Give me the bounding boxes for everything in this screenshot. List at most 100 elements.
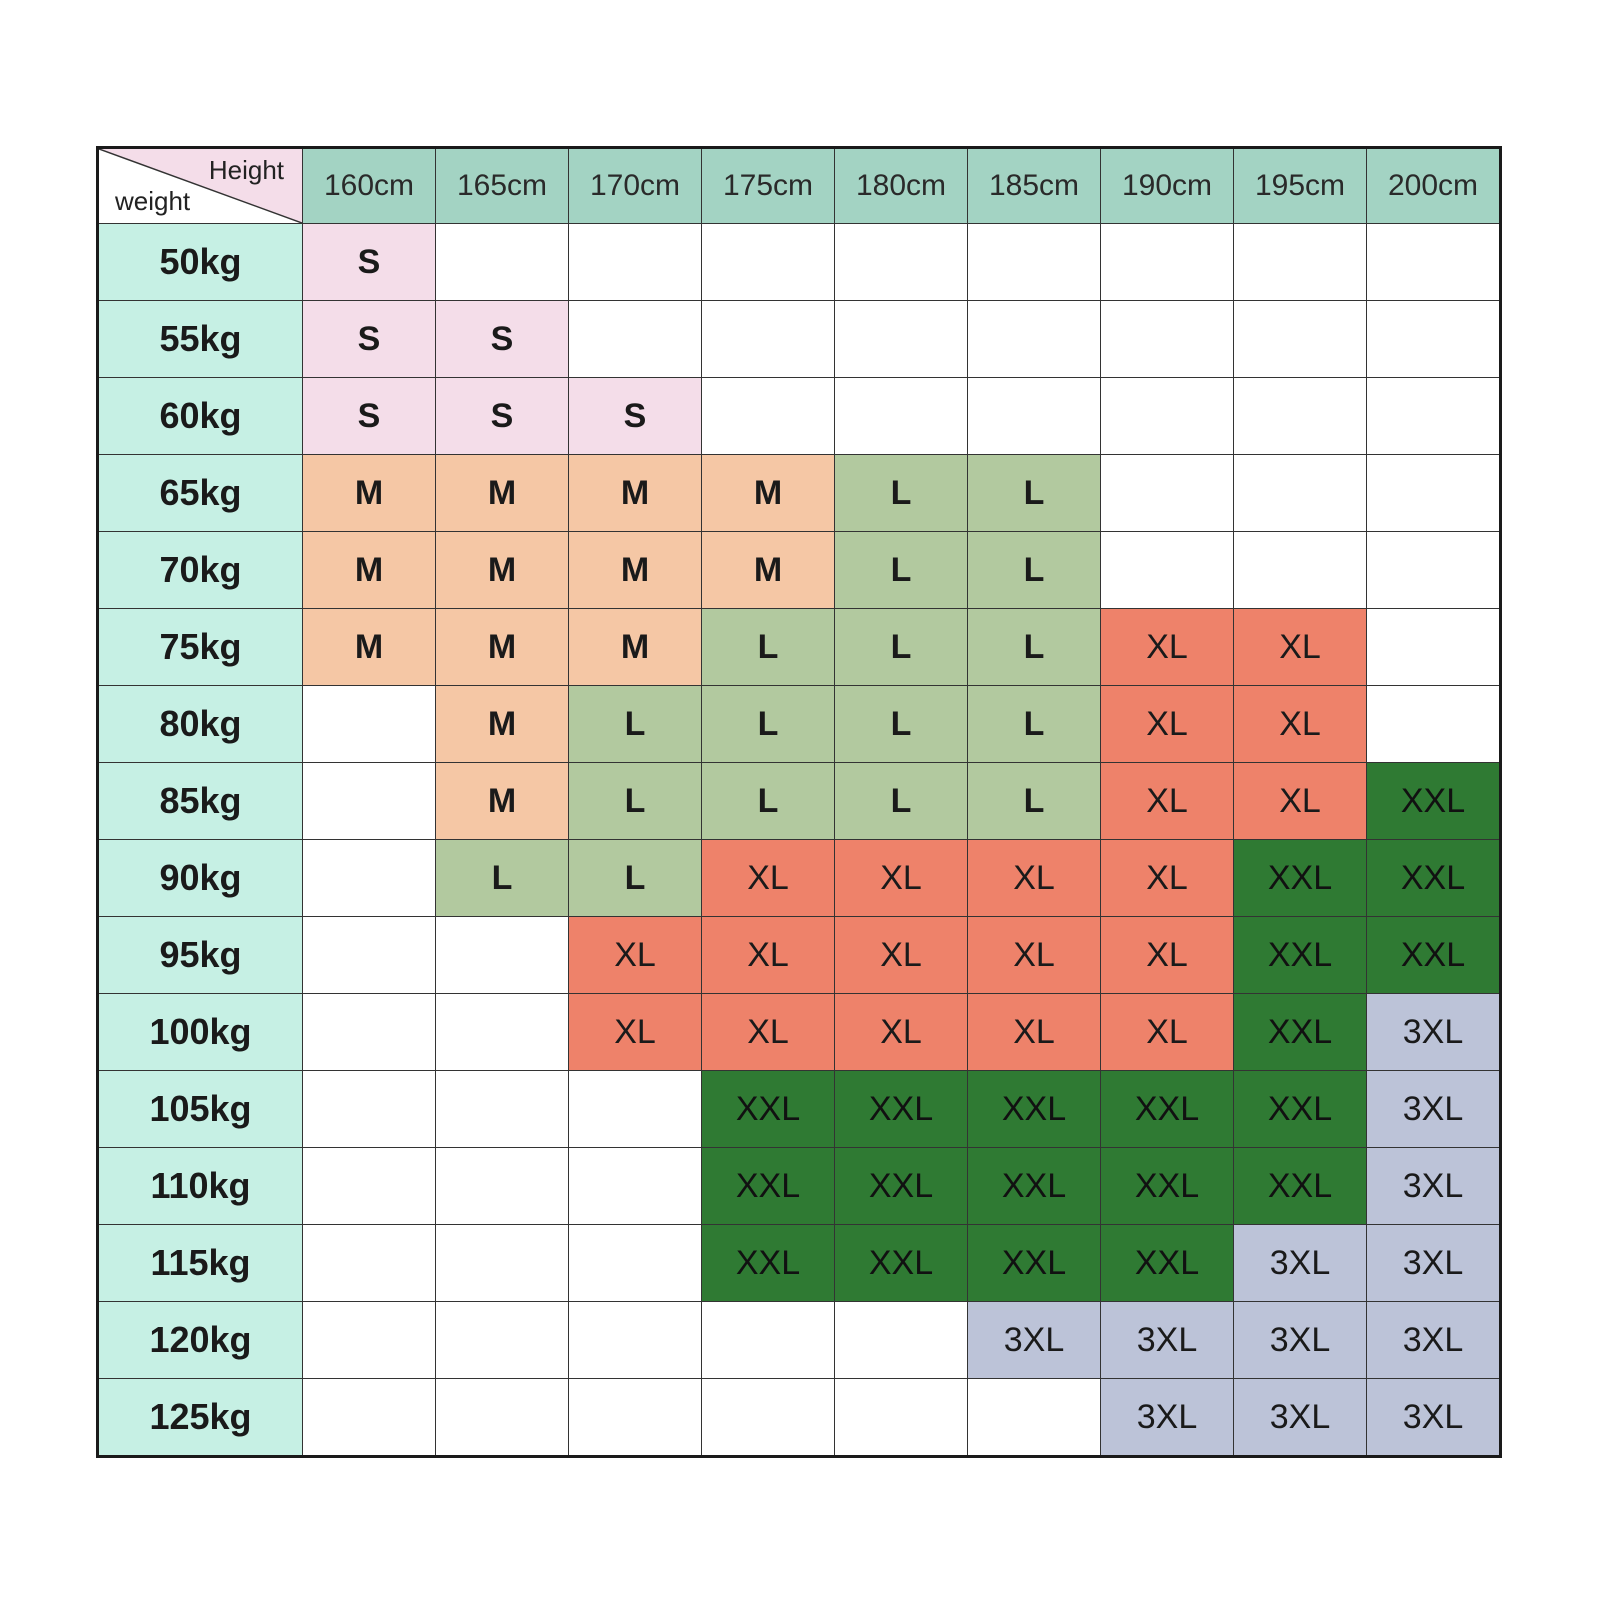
table-row: 50kg S (97, 223, 1501, 301)
size-cell: 3XL (1366, 1378, 1501, 1457)
size-cell (1233, 377, 1367, 455)
table-row: 105kg XXL XXL XXL XXL XXL 3XL (97, 1070, 1501, 1148)
size-cell: XXL (1233, 916, 1367, 994)
size-cell (435, 993, 569, 1071)
corner-diagonal (99, 149, 302, 223)
size-cell: L (834, 531, 968, 609)
row-header: 115kg (97, 1224, 303, 1302)
size-cell: L (967, 531, 1101, 609)
corner-divider-line (99, 149, 302, 223)
size-cell (1366, 531, 1501, 609)
size-cell: XL (834, 993, 968, 1071)
size-cell (1100, 531, 1234, 609)
size-cell (435, 1301, 569, 1379)
size-cell: XXL (1233, 1070, 1367, 1148)
size-cell: XL (1233, 685, 1367, 763)
size-cell: L (834, 608, 968, 686)
size-cell: XXL (701, 1224, 835, 1302)
size-cell: XL (1233, 762, 1367, 840)
size-cell: M (302, 608, 436, 686)
size-cell: XXL (1233, 993, 1367, 1071)
size-cell (568, 1070, 702, 1148)
size-cell (1366, 377, 1501, 455)
size-cell: L (435, 839, 569, 917)
size-cell: L (834, 762, 968, 840)
size-cell: XXL (1233, 1147, 1367, 1225)
size-cell (967, 223, 1101, 301)
size-cell: L (967, 454, 1101, 532)
size-cell: 3XL (1233, 1378, 1367, 1457)
size-cell (834, 1378, 968, 1457)
column-header: 200cm (1366, 147, 1501, 224)
size-cell (435, 916, 569, 994)
size-cell (967, 300, 1101, 378)
size-cell: M (701, 531, 835, 609)
size-cell (302, 1301, 436, 1379)
size-cell: XXL (701, 1147, 835, 1225)
row-header: 75kg (97, 608, 303, 686)
size-cell (302, 1070, 436, 1148)
size-cell (435, 1224, 569, 1302)
column-header: 180cm (834, 147, 968, 224)
size-cell (435, 1378, 569, 1457)
size-cell: XL (701, 916, 835, 994)
size-cell (1233, 223, 1367, 301)
header-row: Height weight 160cm 165cm 170cm 175cm 18… (97, 147, 1501, 224)
size-cell (967, 377, 1101, 455)
size-cell (1366, 608, 1501, 686)
size-cell: L (701, 685, 835, 763)
size-cell (834, 1301, 968, 1379)
table-row: 120kg 3XL 3XL 3XL 3XL (97, 1301, 1501, 1379)
size-cell: S (302, 377, 436, 455)
column-header: 195cm (1233, 147, 1367, 224)
table-row: 95kg XL XL XL XL XL XXL XXL (97, 916, 1501, 994)
row-header: 55kg (97, 300, 303, 378)
size-cell: 3XL (1366, 1147, 1501, 1225)
size-cell: L (834, 685, 968, 763)
size-cell (1366, 685, 1501, 763)
size-cell: XL (568, 916, 702, 994)
table-row: 110kg XXL XXL XXL XXL XXL 3XL (97, 1147, 1501, 1225)
size-cell: XXL (701, 1070, 835, 1148)
size-cell: XL (701, 839, 835, 917)
size-cell: XXL (834, 1070, 968, 1148)
size-cell: XXL (1233, 839, 1367, 917)
size-cell: M (435, 608, 569, 686)
size-cell: 3XL (967, 1301, 1101, 1379)
size-cell (1366, 454, 1501, 532)
table-row: 100kg XL XL XL XL XL XXL 3XL (97, 993, 1501, 1071)
size-cell: XL (701, 993, 835, 1071)
size-cell: XXL (967, 1147, 1101, 1225)
row-header: 90kg (97, 839, 303, 917)
size-cell: 3XL (1100, 1378, 1234, 1457)
size-cell: M (302, 531, 436, 609)
size-cell: M (568, 608, 702, 686)
size-cell: XL (834, 916, 968, 994)
size-cell: L (834, 454, 968, 532)
column-header: 190cm (1100, 147, 1234, 224)
size-cell: XXL (1366, 839, 1501, 917)
row-header: 70kg (97, 531, 303, 609)
corner-cell: Height weight (97, 147, 303, 224)
size-cell: XL (1100, 685, 1234, 763)
table-row: 65kg M M M M L L (97, 454, 1501, 532)
table-row: 115kg XXL XXL XXL XXL 3XL 3XL (97, 1224, 1501, 1302)
column-header: 170cm (568, 147, 702, 224)
size-cell: 3XL (1100, 1301, 1234, 1379)
size-cell: S (302, 300, 436, 378)
size-cell: XXL (1100, 1070, 1234, 1148)
size-cell: 3XL (1233, 1301, 1367, 1379)
size-cell (435, 1147, 569, 1225)
column-header: 160cm (302, 147, 436, 224)
size-cell (302, 839, 436, 917)
size-cell: 3XL (1233, 1224, 1367, 1302)
size-cell (1100, 223, 1234, 301)
size-cell: S (435, 377, 569, 455)
size-cell (1100, 377, 1234, 455)
size-cell: 3XL (1366, 993, 1501, 1071)
size-cell (1366, 223, 1501, 301)
size-cell: L (967, 762, 1101, 840)
row-header: 125kg (97, 1378, 303, 1457)
row-header: 120kg (97, 1301, 303, 1379)
size-cell (302, 1378, 436, 1457)
